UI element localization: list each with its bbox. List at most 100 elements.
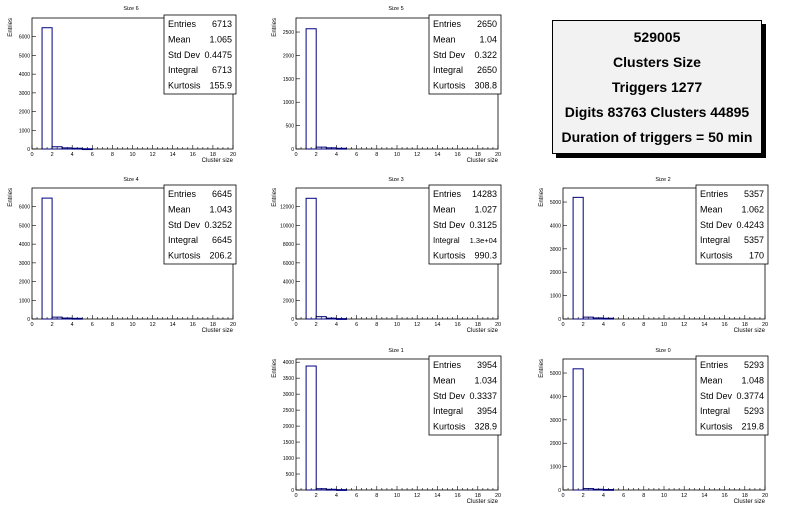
x-tick-label: 8 (375, 152, 378, 158)
stats-value: 0.3774 (736, 391, 764, 401)
x-tick-label: 0 (30, 152, 33, 158)
stats-value: 1.3e+04 (470, 236, 497, 245)
y-tick-label: 1000 (19, 128, 30, 134)
x-tick-label: 16 (455, 493, 461, 499)
y-axis-label: Entries (8, 188, 14, 207)
histogram-bin (572, 196, 584, 320)
y-tick-label: 1500 (283, 440, 294, 446)
stats-value: 6713 (212, 19, 232, 29)
stats-value: 206.2 (209, 251, 232, 261)
y-tick-label: 4000 (19, 72, 30, 78)
stats-box (428, 14, 502, 95)
y-tick-label: 5000 (550, 200, 561, 206)
stats-label: Mean (433, 375, 456, 385)
stats-value: 0.3125 (469, 220, 497, 230)
x-tick-label: 20 (762, 322, 768, 328)
y-tick-label: 0 (291, 317, 294, 323)
stats-label: Kurtosis (700, 422, 733, 432)
x-axis-label: Cluster size (467, 328, 499, 334)
stats-box (695, 184, 769, 265)
y-tick-label: 4000 (283, 360, 294, 366)
x-axis-label: Cluster size (202, 158, 234, 164)
x-axis-label: Cluster size (734, 499, 766, 505)
stats-value: 5357 (744, 235, 764, 245)
y-axis-label: Entries (272, 188, 278, 207)
stats-value: 2650 (477, 65, 497, 75)
stats-value: 6645 (212, 189, 232, 199)
stats-value: 2650 (477, 19, 497, 29)
y-tick-label: 6000 (19, 35, 30, 41)
x-axis-label: Cluster size (734, 328, 766, 334)
stats-value: 308.8 (474, 81, 497, 91)
stats-label: Entries (433, 360, 462, 370)
x-tick-label: 8 (642, 322, 645, 328)
x-tick-label: 2 (582, 322, 585, 328)
x-tick-label: 20 (762, 493, 768, 499)
x-tick-label: 16 (722, 322, 728, 328)
x-tick-label: 20 (230, 322, 236, 328)
y-axis-label: Entries (539, 188, 545, 207)
y-tick-label: 5000 (550, 371, 561, 377)
y-tick-label: 1000 (550, 465, 561, 471)
stats-value: 3954 (477, 360, 497, 370)
x-tick-label: 8 (111, 152, 114, 158)
stats-label: Integral (168, 65, 198, 75)
histogram-title: Size 3 (388, 177, 403, 183)
stats-value: 1.04 (479, 34, 497, 44)
x-tick-label: 4 (602, 493, 605, 499)
x-tick-label: 12 (150, 152, 156, 158)
stats-label: Entries (168, 19, 197, 29)
stats-value: 1.034 (474, 375, 497, 385)
histogram-panel: Size 1 0 2 4 6 8 10 12 14 16 18 20 0 500 1000 1500 2000 2… (272, 348, 502, 505)
y-axis-label: Entries (539, 359, 545, 378)
histogram-bin (41, 27, 53, 150)
x-tick-label: 16 (722, 493, 728, 499)
stats-value: 5357 (744, 189, 764, 199)
trigger-duration: Duration of triggers = 50 min (561, 128, 753, 145)
y-tick-label: 4000 (19, 242, 30, 248)
stats-value: 0.4243 (736, 220, 764, 230)
histogram-title: Size 0 (655, 348, 670, 354)
x-axis-label: Cluster size (467, 499, 499, 505)
x-tick-label: 12 (681, 493, 687, 499)
x-tick-label: 18 (742, 322, 748, 328)
histogram-title: Size 6 (123, 6, 138, 12)
x-tick-label: 16 (190, 152, 196, 158)
y-tick-label: 3500 (283, 376, 294, 382)
x-tick-label: 10 (394, 322, 400, 328)
x-tick-label: 2 (51, 152, 54, 158)
stats-value: 1.027 (474, 204, 497, 214)
x-tick-label: 18 (210, 152, 216, 158)
stats-label: Kurtosis (168, 81, 201, 91)
x-tick-label: 18 (475, 152, 481, 158)
y-tick-label: 2000 (283, 53, 294, 59)
y-tick-label: 2500 (283, 30, 294, 36)
y-tick-label: 2000 (283, 424, 294, 430)
y-tick-label: 0 (291, 488, 294, 494)
stats-value: 219.8 (741, 422, 764, 432)
x-tick-label: 0 (561, 493, 564, 499)
x-tick-label: 4 (335, 322, 338, 328)
y-tick-label: 5000 (19, 53, 30, 59)
x-tick-label: 4 (71, 152, 74, 158)
y-tick-label: 3000 (550, 247, 561, 253)
y-tick-label: 0 (558, 317, 561, 323)
x-tick-label: 4 (335, 152, 338, 158)
x-tick-label: 20 (495, 152, 501, 158)
stats-label: Entries (433, 19, 462, 29)
y-tick-label: 1000 (283, 456, 294, 462)
x-tick-label: 14 (701, 322, 707, 328)
stats-label: Std Dev (700, 391, 733, 401)
x-tick-label: 6 (622, 493, 625, 499)
y-tick-label: 0 (27, 317, 30, 323)
x-tick-label: 6 (622, 322, 625, 328)
histogram-panel: Size 2 0 2 4 6 8 10 12 14 16 18 20 0 1000 2000 3000 4000… (539, 177, 769, 334)
y-tick-label: 10000 (280, 223, 294, 229)
x-tick-label: 14 (170, 322, 176, 328)
y-tick-label: 2000 (550, 270, 561, 276)
stats-label: Kurtosis (433, 422, 466, 432)
histogram-title: Size 1 (388, 348, 403, 354)
stats-label: Std Dev (433, 220, 466, 230)
stats-label: Std Dev (700, 220, 733, 230)
